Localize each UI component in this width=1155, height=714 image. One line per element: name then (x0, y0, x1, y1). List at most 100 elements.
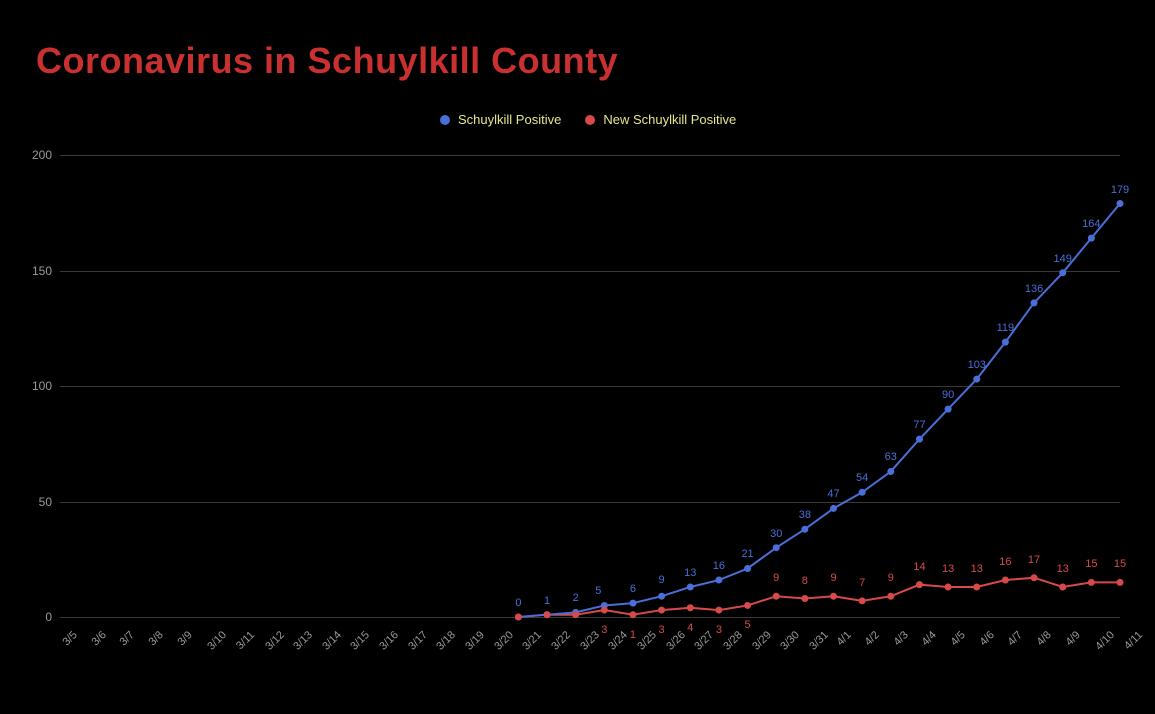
x-tick-label: 3/6 (89, 629, 108, 648)
data-label: 103 (968, 359, 986, 371)
x-tick-label: 3/12 (263, 629, 287, 653)
x-tick-label: 4/8 (1035, 629, 1054, 648)
data-point (515, 614, 522, 621)
data-label: 13 (971, 563, 983, 575)
data-label: 0 (515, 597, 521, 609)
chart-svg (60, 155, 1120, 617)
data-point (658, 593, 665, 600)
data-point (973, 583, 980, 590)
x-tick-label: 4/3 (891, 629, 910, 648)
data-label: 5 (595, 585, 601, 597)
data-point (916, 436, 923, 443)
data-point (1117, 200, 1124, 207)
data-label: 90 (942, 389, 954, 401)
data-label: 30 (770, 528, 782, 540)
data-point (916, 581, 923, 588)
data-point (744, 602, 751, 609)
data-label: 1 (544, 595, 550, 607)
data-point (715, 607, 722, 614)
x-tick-label: 3/16 (377, 629, 401, 653)
data-label: 15 (1114, 558, 1126, 570)
x-tick-label: 3/17 (406, 629, 430, 653)
x-tick-label: 3/11 (234, 629, 257, 652)
data-point (629, 600, 636, 607)
data-label: 149 (1054, 253, 1072, 265)
data-point (801, 526, 808, 533)
legend-label: Schuylkill Positive (458, 112, 561, 127)
data-point (1002, 339, 1009, 346)
data-point (1117, 579, 1124, 586)
data-label: 7 (859, 577, 865, 589)
gridline (60, 617, 1120, 618)
y-tick-label: 200 (12, 148, 52, 162)
x-tick-label: 3/23 (578, 629, 602, 653)
x-tick-label: 3/10 (206, 629, 230, 653)
x-tick-label: 3/25 (635, 629, 659, 653)
x-tick-label: 3/14 (320, 629, 344, 653)
x-tick-label: 4/9 (1063, 629, 1082, 648)
data-label: 6 (630, 583, 636, 595)
data-label: 13 (1057, 563, 1069, 575)
data-point (945, 583, 952, 590)
data-point (887, 593, 894, 600)
legend-marker (585, 115, 595, 125)
data-label: 136 (1025, 283, 1043, 295)
y-tick-label: 100 (12, 379, 52, 393)
x-tick-label: 3/13 (291, 629, 315, 653)
data-label: 179 (1111, 184, 1129, 196)
data-point (773, 593, 780, 600)
x-tick-label: 4/4 (920, 629, 939, 648)
data-label: 16 (713, 560, 725, 572)
x-tick-label: 3/5 (60, 629, 79, 648)
data-label: 16 (999, 556, 1011, 568)
data-point (859, 489, 866, 496)
data-label: 21 (741, 548, 753, 560)
x-tick-label: 3/30 (778, 629, 802, 653)
data-label: 13 (942, 563, 954, 575)
data-point (773, 544, 780, 551)
x-tick-label: 3/21 (521, 629, 545, 653)
x-tick-label: 3/27 (693, 629, 717, 653)
data-point (687, 583, 694, 590)
y-tick-label: 50 (12, 495, 52, 509)
legend-label: New Schuylkill Positive (603, 112, 736, 127)
data-point (601, 607, 608, 614)
data-point (1002, 577, 1009, 584)
data-point (1059, 583, 1066, 590)
x-tick-label: 3/9 (175, 629, 194, 648)
data-point (1088, 235, 1095, 242)
x-tick-label: 4/5 (949, 629, 968, 648)
x-tick-label: 4/10 (1094, 629, 1118, 653)
x-tick-label: 3/26 (664, 629, 688, 653)
data-label: 47 (827, 488, 839, 500)
x-tick-label: 3/19 (463, 629, 487, 653)
x-tick-label: 3/29 (750, 629, 774, 653)
data-label: 3 (716, 624, 722, 636)
data-point (544, 611, 551, 618)
data-point (1059, 269, 1066, 276)
data-point (1031, 574, 1038, 581)
chart-container: { "title": { "text": "Coronavirus in Sch… (0, 0, 1155, 714)
data-label: 14 (913, 561, 925, 573)
data-label: 17 (1028, 554, 1040, 566)
x-tick-label: 4/11 (1122, 629, 1145, 652)
legend-item: New Schuylkill Positive (585, 112, 736, 127)
legend: Schuylkill Positive New Schuylkill Positi… (440, 112, 736, 127)
x-tick-label: 3/18 (435, 629, 459, 653)
data-label: 9 (888, 572, 894, 584)
data-label: 15 (1085, 558, 1097, 570)
legend-marker (440, 115, 450, 125)
data-point (687, 604, 694, 611)
x-tick-label: 3/31 (807, 629, 831, 653)
x-tick-label: 4/7 (1006, 629, 1025, 648)
data-label: 9 (659, 574, 665, 586)
legend-item: Schuylkill Positive (440, 112, 561, 127)
x-tick-label: 3/15 (349, 629, 373, 653)
data-label: 9 (830, 572, 836, 584)
x-tick-label: 3/28 (721, 629, 745, 653)
data-label: 2 (573, 592, 579, 604)
data-point (658, 607, 665, 614)
data-label: 63 (885, 451, 897, 463)
data-point (859, 597, 866, 604)
x-tick-label: 3/20 (492, 629, 516, 653)
